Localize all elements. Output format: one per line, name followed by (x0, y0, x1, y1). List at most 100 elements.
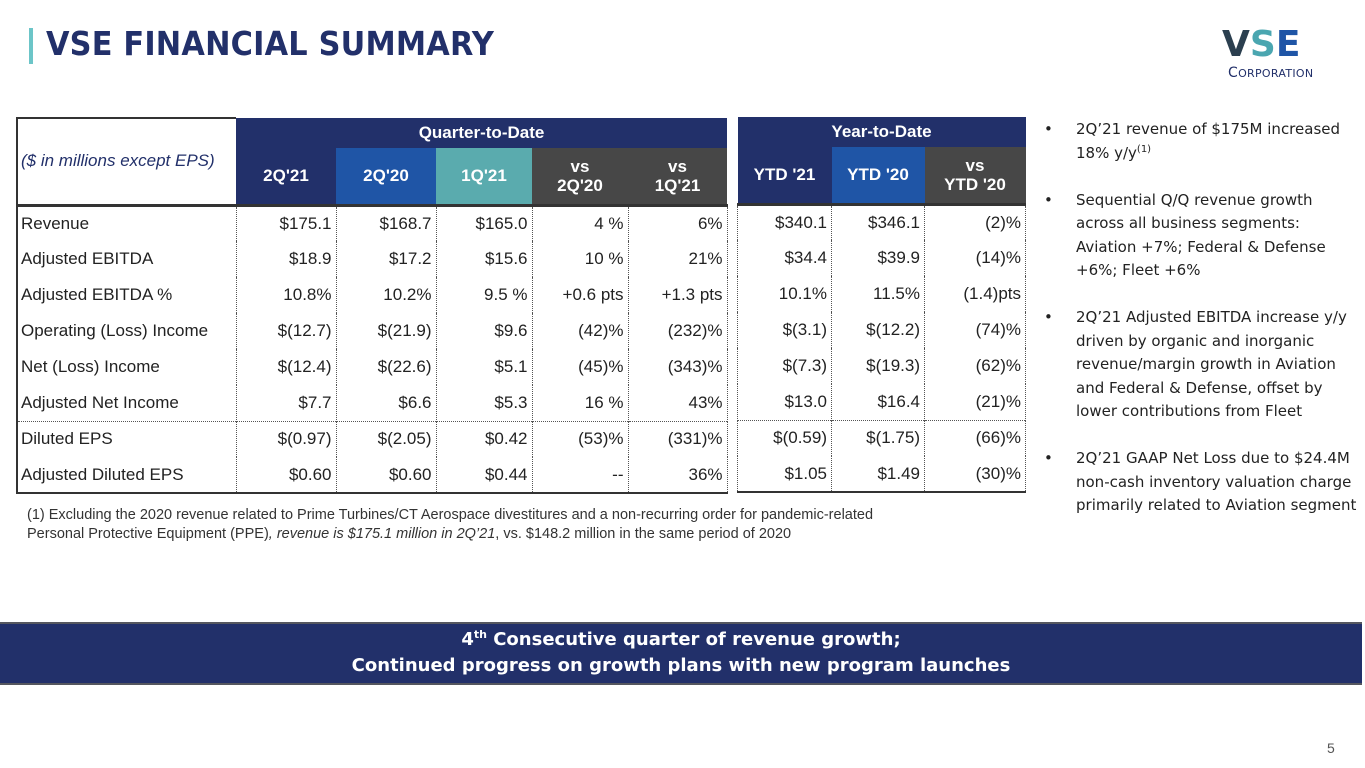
cell-value: 36% (627, 457, 728, 494)
col-header-vs-ytd20: vs YTD '20 (924, 147, 1026, 204)
table-row: $1.05 $1.49 (30)% (737, 456, 1026, 493)
page-number: 5 (1327, 740, 1335, 756)
cell-value: (1.4)pts (924, 276, 1026, 312)
table-row: Adjusted EBITDA % 10.8% 10.2% 9.5 % +0.6 pts… (16, 277, 728, 313)
col-header-vs-2q20: vs 2Q'20 (532, 148, 628, 205)
cell-value: $0.60 (335, 457, 436, 494)
summary-banner: 4th Consecutive quarter of revenue growt… (0, 622, 1362, 685)
cell-value: $9.6 (435, 313, 532, 349)
row-label: Adjusted Net Income (16, 385, 236, 421)
logo-wordmark-initial: C (1228, 65, 1239, 81)
table-row: Diluted EPS $(0.97) $(2.05) $0.42 (53)% (331)… (16, 420, 728, 457)
cell-value: (2)% (924, 202, 1026, 240)
row-label: Adjusted Diluted EPS (16, 457, 236, 494)
cell-value: (45)% (531, 349, 628, 385)
cell-value: $1.05 (737, 456, 832, 493)
table-row: $(3.1) $(12.2) (74)% (737, 312, 1026, 348)
banner-line-2: Continued progress on growth plans with … (351, 655, 1011, 676)
highlight-text: 2Q’21 GAAP Net Loss due to $24.4M non-ca… (1076, 449, 1357, 514)
logo-mark: V S E (1222, 26, 1334, 64)
highlight-text: 2Q’21 Adjusted EBITDA increase y/y drive… (1076, 308, 1347, 420)
year-to-date-table: Year-to-Date YTD '21 YTD '20 vs YTD '20 $… (737, 117, 1026, 493)
cell-value: $0.60 (235, 457, 336, 494)
bullet-icon: • (1044, 120, 1053, 138)
col-header-ytd21: YTD '21 (737, 147, 832, 204)
cell-value: $15.6 (435, 241, 532, 277)
bullet-icon: • (1044, 308, 1053, 326)
col-header-vs-1q21: vs 1Q'21 (628, 148, 728, 205)
cell-value: 6% (627, 203, 728, 241)
cell-value: (30)% (924, 456, 1026, 493)
title-accent-bar (29, 28, 33, 64)
cell-value: (62)% (924, 348, 1026, 384)
table-row: Adjusted EBITDA $18.9 $17.2 $15.6 10 % 21% (16, 241, 728, 277)
cell-value: $0.44 (435, 457, 532, 494)
cell-value: (66)% (924, 419, 1026, 456)
cell-value: (74)% (924, 312, 1026, 348)
cell-value: 10 % (531, 241, 628, 277)
banner-line-1: 4th Consecutive quarter of revenue growt… (461, 628, 901, 650)
cell-value: +0.6 pts (531, 277, 628, 313)
footnote-ref: (1) (1136, 143, 1152, 155)
cell-value: $(1.75) (831, 419, 925, 456)
cell-value: $168.7 (335, 203, 436, 241)
row-label: Diluted EPS (16, 420, 236, 457)
cell-value: $165.0 (435, 203, 532, 241)
cell-value: 43% (627, 385, 728, 421)
footnote-ppe: Personal Protective Equipment (PPE) (27, 526, 269, 542)
bullet-icon: • (1044, 190, 1053, 209)
cell-value: (42)% (531, 313, 628, 349)
highlights-list: • 2Q’21 revenue of $175M increased 18% y/… (1044, 118, 1362, 541)
cell-value: $(7.3) (737, 348, 832, 384)
table-row: Net (Loss) Income $(12.4) $(22.6) $5.1 (45)%… (16, 349, 728, 385)
highlight-item: • 2Q’21 Adjusted EBITDA increase y/y driv… (1044, 306, 1362, 424)
highlight-item: • 2Q’21 revenue of $175M increased 18% y/… (1044, 118, 1362, 165)
cell-value: $1.49 (831, 456, 925, 493)
cell-value: 10.8% (235, 277, 336, 313)
logo-letter-s: S (1249, 24, 1276, 65)
cell-value: $13.0 (737, 384, 832, 420)
cell-value: 16 % (531, 385, 628, 421)
cell-value: 11.5% (831, 276, 925, 312)
footnote-revenue-italic: , revenue is $175.1 million in 2Q’21 (268, 526, 496, 542)
cell-value: $5.1 (435, 349, 532, 385)
cell-value: 10.2% (335, 277, 436, 313)
logo-wordmark-rest: ORPORATION (1238, 67, 1314, 80)
table-row: Revenue $175.1 $168.7 $165.0 4 % 6% (16, 203, 728, 241)
col-header-2q21: 2Q'21 (236, 148, 336, 205)
cell-value: $(19.3) (831, 348, 925, 384)
cell-value: $175.1 (235, 203, 336, 241)
cell-value: $(2.05) (335, 420, 436, 457)
cell-value: $(3.1) (737, 312, 832, 348)
cell-value: $(12.4) (235, 349, 336, 385)
highlight-item: • Sequential Q/Q revenue growth across al… (1044, 189, 1362, 283)
table-row: Adjusted Net Income $7.7 $6.6 $5.3 16 % 43% (16, 385, 728, 421)
cell-value: $34.4 (737, 240, 832, 276)
table-row: $(7.3) $(19.3) (62)% (737, 348, 1026, 384)
cell-value: $(12.7) (235, 313, 336, 349)
cell-value: $39.9 (831, 240, 925, 276)
col-header-ytd20: YTD '20 (831, 147, 925, 204)
logo-letter-v: V (1222, 24, 1250, 65)
footnote: (1) Excluding the 2020 revenue related t… (27, 506, 987, 544)
table-row: Operating (Loss) Income $(12.7) $(21.9) $9.… (16, 313, 728, 349)
cell-value: 9.5 % (435, 277, 532, 313)
table-row: $(0.59) $(1.75) (66)% (737, 419, 1026, 456)
units-label: ($ in millions except EPS) (16, 117, 236, 205)
logo-wordmark: CORPORATION (1228, 64, 1334, 82)
cell-value: $(22.6) (335, 349, 436, 385)
row-label: Adjusted EBITDA % (16, 277, 236, 313)
highlight-item: • 2Q’21 GAAP Net Loss due to $24.4M non-c… (1044, 447, 1362, 518)
row-label: Adjusted EBITDA (16, 241, 236, 277)
table-row: $34.4 $39.9 (14)% (737, 240, 1026, 276)
cell-value: 10.1% (737, 276, 832, 312)
qtd-group-header: Quarter-to-Date (418, 123, 545, 142)
cell-value: $5.3 (435, 385, 532, 421)
highlight-text: Sequential Q/Q revenue growth across all… (1076, 190, 1326, 280)
highlight-text: 2Q’21 revenue of $175M increased 18% y/y (1076, 120, 1341, 162)
cell-value: $346.1 (831, 202, 925, 240)
cell-value: +1.3 pts (627, 277, 728, 313)
cell-value: (21)% (924, 384, 1026, 420)
col-header-1q21: 1Q'21 (436, 148, 532, 205)
cell-value: $(0.59) (737, 419, 832, 456)
